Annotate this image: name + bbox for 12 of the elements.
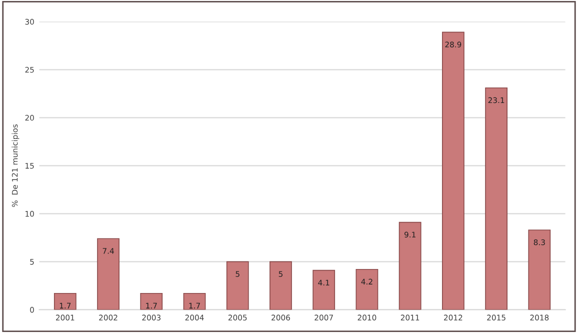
bar [356, 268, 378, 310]
bar [528, 230, 551, 310]
bar [54, 292, 76, 310]
bar [312, 270, 336, 310]
bar [398, 222, 422, 310]
bar [442, 32, 464, 310]
bar [485, 87, 508, 310]
bar [97, 238, 120, 310]
bar [183, 292, 206, 310]
bar [270, 261, 292, 310]
bar [226, 261, 249, 310]
bar [140, 292, 163, 310]
